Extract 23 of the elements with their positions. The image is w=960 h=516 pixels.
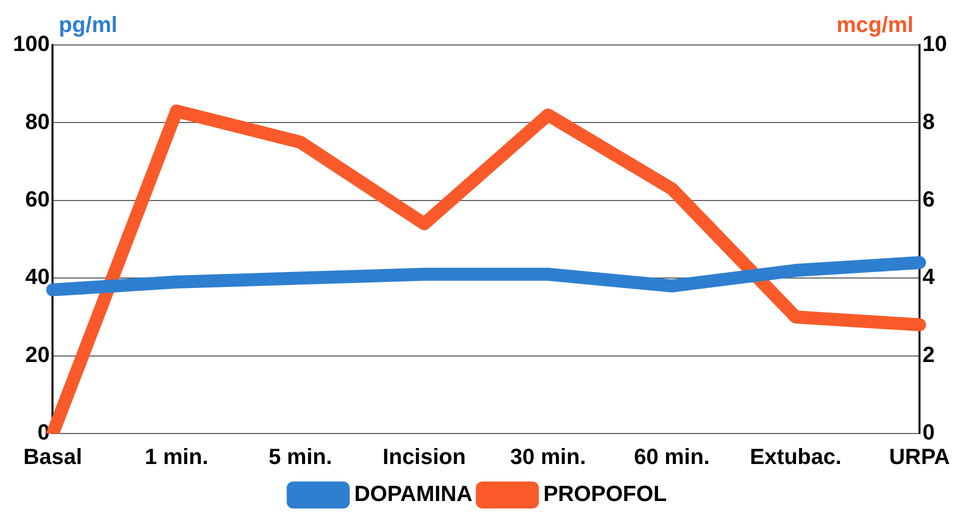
y-tick-label: 60 xyxy=(25,186,50,212)
y2-tick-label: 2 xyxy=(922,342,935,367)
x-tick-label: URPA xyxy=(889,444,950,469)
y2-tick-label: 6 xyxy=(922,186,935,212)
x-tick-label: 60 min. xyxy=(634,444,710,469)
y-tick-label: 100 xyxy=(12,31,50,56)
x-tick-label: 5 min. xyxy=(268,444,332,469)
y2-axis-title: mcg/ml xyxy=(836,12,914,38)
y2-tick-label: 10 xyxy=(922,31,948,56)
y2-tick-label: 4 xyxy=(922,264,936,290)
y-tick-label: 80 xyxy=(25,108,50,134)
x-tick-label: Extubac. xyxy=(750,444,842,469)
x-tick-label: 1 min. xyxy=(144,444,208,469)
x-tick-label: Basal xyxy=(23,444,82,469)
y-tick-label: 40 xyxy=(25,264,50,290)
y2-tick-label: 8 xyxy=(922,108,935,134)
legend-label: PROPOFOL xyxy=(543,481,667,506)
y-tick-label: 20 xyxy=(25,342,50,367)
y2-tick-label: 0 xyxy=(922,420,935,445)
y-axis-title: pg/ml xyxy=(58,12,118,38)
legend-label: DOPAMINA xyxy=(354,481,472,506)
x-tick-label: 30 min. xyxy=(510,444,586,469)
x-tick-label: Incision xyxy=(382,444,466,469)
